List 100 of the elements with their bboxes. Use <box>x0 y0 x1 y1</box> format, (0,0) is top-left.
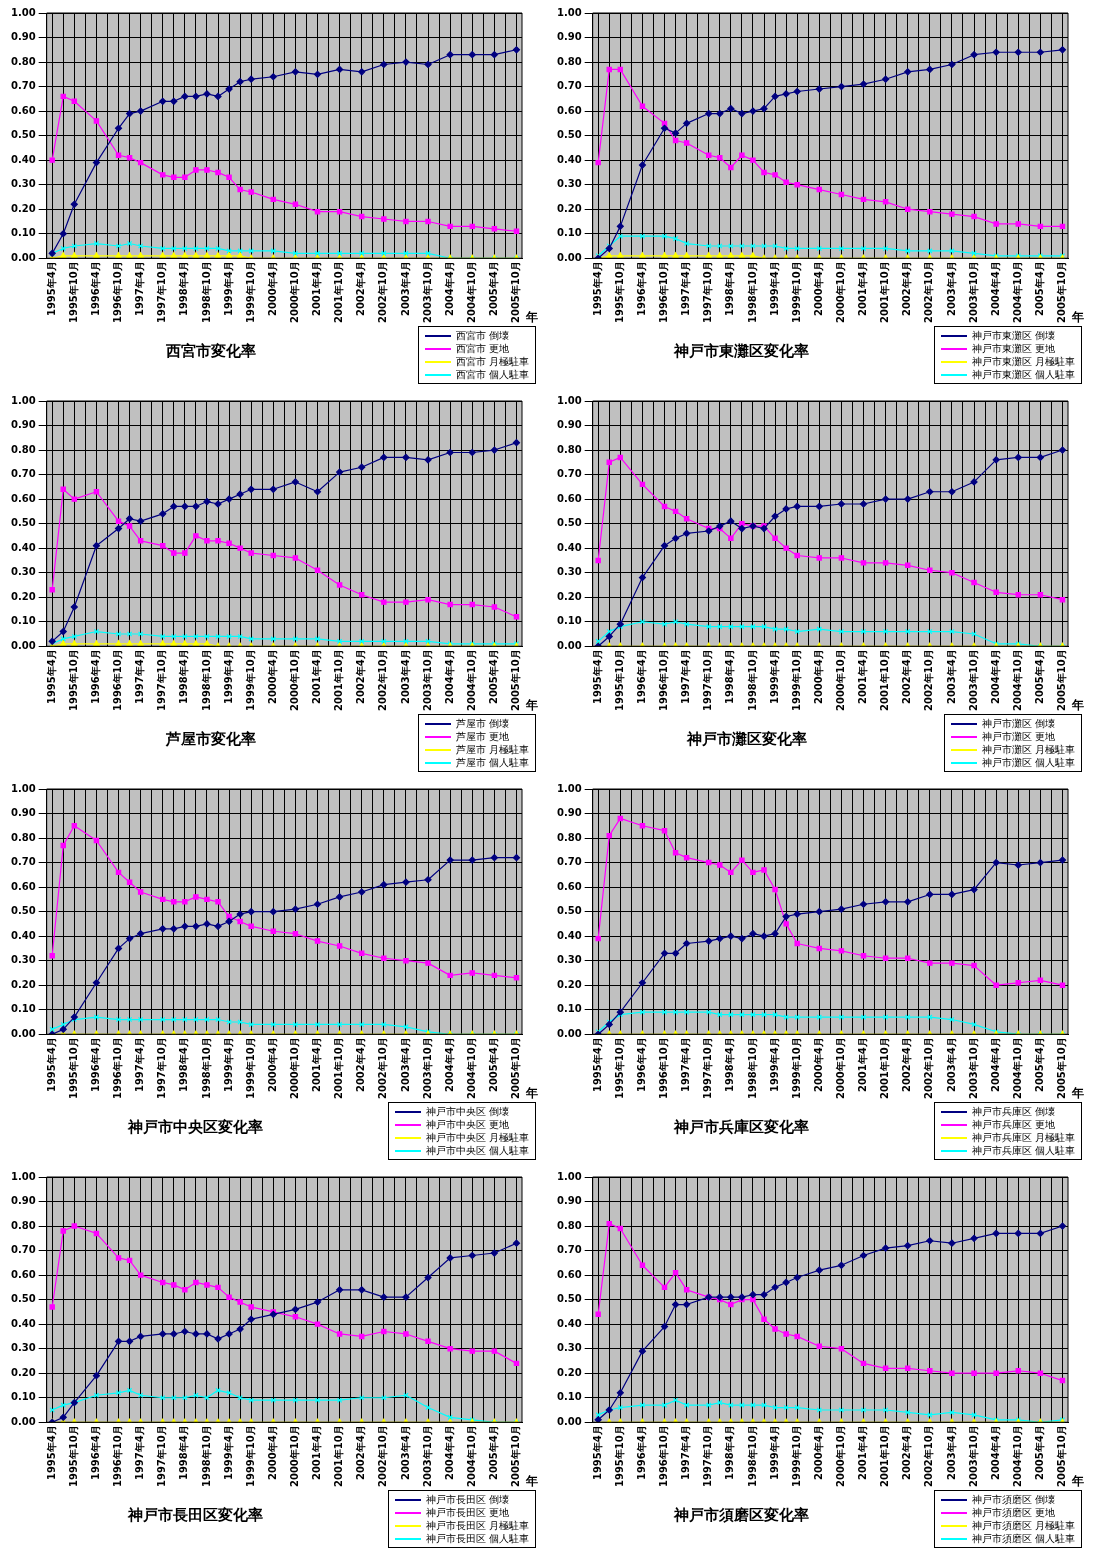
y-tick-label: 0.70 <box>556 1244 582 1256</box>
y-tick-label: 0.10 <box>10 1391 36 1403</box>
legend-label: 神戸市灘区 更地 <box>981 730 1055 743</box>
legend-label: 神戸市中央区 更地 <box>425 1118 509 1131</box>
y-tick-label: 0.80 <box>556 443 582 455</box>
y-tick-label: 0.90 <box>556 419 582 431</box>
x-tick-label: 2002年10月 <box>377 261 389 323</box>
x-tick-label: 1997年10月 <box>702 1037 714 1099</box>
x-tick-label: 1997年4月 <box>134 649 146 705</box>
x-tick-label: 2000年10月 <box>834 1037 846 1099</box>
y-tick-label: 0.40 <box>10 153 36 165</box>
y-tick-label: 0.30 <box>10 566 36 578</box>
x-tick-label: 1995年10月 <box>613 1037 625 1099</box>
x-tick-label: 1997年10月 <box>156 1037 168 1099</box>
y-tick-label: 0.80 <box>556 1219 582 1231</box>
x-tick-label: 2000年10月 <box>288 1425 300 1487</box>
x-tick-label: 2002年4月 <box>355 1037 367 1093</box>
x-tick-label: 1996年4月 <box>636 1425 648 1481</box>
x-tick-label: 2000年4月 <box>812 1425 824 1481</box>
y-tick-label: 0.70 <box>10 80 36 92</box>
y-tick-label: 0.80 <box>10 831 36 843</box>
y-tick-label: 0.50 <box>10 1293 36 1305</box>
text: 神戸市中央区変化率 <box>127 1117 265 1137</box>
x-tick-label: 2002年4月 <box>901 1425 913 1481</box>
legend-label: 神戸市灘区 月極駐車 <box>981 743 1075 756</box>
x-tick-label: 2003年10月 <box>421 261 433 323</box>
legend-label: 神戸市兵庫区 個人駐車 <box>971 1144 1075 1157</box>
x-tick-label: 2001年4月 <box>857 261 869 317</box>
x-tick-label: 1995年4月 <box>591 261 603 317</box>
x-tick-label: 2005年4月 <box>487 261 499 317</box>
x-tick-label: 1998年10月 <box>200 649 212 711</box>
legend-label: 芦屋市 月極駐車 <box>455 743 529 756</box>
x-tick-label: 2000年4月 <box>812 649 824 705</box>
y-tick-label: 1.00 <box>10 1170 36 1182</box>
x-tick-label: 2000年10月 <box>288 1037 300 1099</box>
x-tick-label: 2002年10月 <box>377 1425 389 1487</box>
y-tick-label: 0.20 <box>556 1366 582 1378</box>
x-tick-label: 1999年4月 <box>768 1425 780 1481</box>
x-tick-label: 2004年10月 <box>465 649 477 711</box>
y-tick-label: 0.60 <box>556 1268 582 1280</box>
x-tick-label: 2003年4月 <box>945 1037 957 1093</box>
x-tick-label: 2004年10月 <box>465 1425 477 1487</box>
x-tick-label: 1998年10月 <box>746 649 758 711</box>
y-tick-label: 0.00 <box>556 639 582 651</box>
x-tick-label: 2001年4月 <box>311 649 323 705</box>
x-tick-label: 1996年4月 <box>636 649 648 705</box>
x-tick-label: 2003年10月 <box>967 1425 979 1487</box>
x-tick-label: 2001年4月 <box>857 1037 869 1093</box>
x-tick-label: 1996年10月 <box>658 649 670 711</box>
y-tick-label: 0.80 <box>556 55 582 67</box>
x-tick-label: 2004年10月 <box>465 1037 477 1099</box>
y-tick-label: 0.10 <box>556 1391 582 1403</box>
x-tick-label: 1999年10月 <box>790 261 802 323</box>
x-tick-label: 1998年4月 <box>724 1037 736 1093</box>
x-tick-label: 2001年4月 <box>857 1425 869 1481</box>
legend-label: 神戸市東灘区 更地 <box>971 342 1055 355</box>
y-tick-label: 1.00 <box>556 6 582 18</box>
y-tick-label: 0.50 <box>10 517 36 529</box>
x-axis-title: 年 <box>525 310 538 325</box>
y-tick-label: 0.70 <box>556 856 582 868</box>
text: 神戸市兵庫区変化率 <box>673 1117 811 1137</box>
y-tick-label: 0.20 <box>556 202 582 214</box>
y-tick-label: 0.70 <box>556 468 582 480</box>
x-tick-label: 2001年4月 <box>311 261 323 317</box>
y-tick-label: 0.50 <box>556 517 582 529</box>
legend-label: 西宮市 倒壊 <box>455 329 509 342</box>
x-tick-label: 2001年10月 <box>879 1425 891 1487</box>
x-tick-label: 1996年4月 <box>90 261 102 317</box>
x-tick-label: 1998年10月 <box>746 1425 758 1487</box>
legend-label: 神戸市兵庫区 倒壊 <box>971 1105 1055 1118</box>
x-tick-label: 1995年10月 <box>67 649 79 711</box>
y-tick-label: 0.00 <box>556 251 582 263</box>
y-tick-label: 0.60 <box>556 104 582 116</box>
x-tick-label: 2005年10月 <box>1056 261 1068 323</box>
x-tick-label: 2002年4月 <box>901 649 913 705</box>
legend-label: 神戸市長田区 倒壊 <box>425 1493 509 1506</box>
y-tick-label: 1.00 <box>10 6 36 18</box>
x-tick-label: 2002年4月 <box>355 261 367 317</box>
legend-label: 神戸市中央区 倒壊 <box>425 1105 509 1118</box>
x-tick-label: 2003年4月 <box>945 649 957 705</box>
x-tick-label: 1999年10月 <box>790 649 802 711</box>
y-tick-label: 0.80 <box>10 1219 36 1231</box>
x-tick-label: 2003年4月 <box>399 261 411 317</box>
x-tick-label: 1997年4月 <box>680 649 692 705</box>
y-tick-label: 0.30 <box>556 178 582 190</box>
x-tick-label: 1999年10月 <box>790 1425 802 1487</box>
y-tick-label: 0.70 <box>10 1244 36 1256</box>
y-tick-label: 0.30 <box>556 566 582 578</box>
x-tick-label: 2002年10月 <box>377 1037 389 1099</box>
legend-label: 神戸市兵庫区 月極駐車 <box>971 1131 1075 1144</box>
y-tick-label: 0.50 <box>10 905 36 917</box>
x-tick-label: 1995年10月 <box>67 1425 79 1487</box>
x-tick-label: 2000年4月 <box>266 261 278 317</box>
x-tick-label: 2004年4月 <box>989 1425 1001 1481</box>
x-tick-label: 1999年4月 <box>222 1037 234 1093</box>
x-tick-label: 1998年4月 <box>178 649 190 705</box>
x-tick-label: 1998年10月 <box>200 1037 212 1099</box>
x-tick-label: 1997年10月 <box>702 649 714 711</box>
y-tick-label: 0.70 <box>10 468 36 480</box>
x-tick-label: 2004年4月 <box>989 649 1001 705</box>
